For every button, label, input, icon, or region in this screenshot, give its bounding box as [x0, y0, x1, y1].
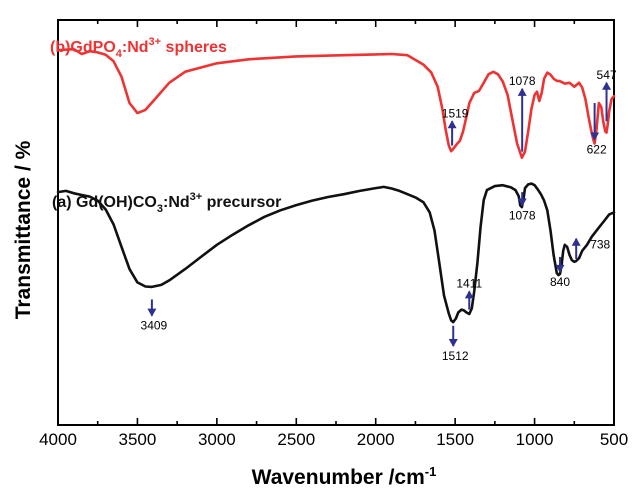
series-line-gdpo4-spheres — [58, 47, 616, 159]
x-tick-label: 3500 — [119, 430, 157, 449]
x-axis-title-text: Wavenumber /cm — [252, 466, 425, 489]
peak-arrow-head — [517, 198, 527, 207]
x-tick-label: 1500 — [436, 430, 474, 449]
x-axis-title-superscript: -1 — [425, 464, 437, 479]
series-label-part: 3+ — [149, 36, 162, 48]
x-tick-label: 1000 — [516, 430, 554, 449]
peak-arrow-head — [147, 308, 157, 317]
peak-arrow-head — [464, 290, 474, 299]
peak-arrow-head — [590, 132, 600, 141]
series-label-part: (a) Gd(OH)CO — [52, 194, 157, 211]
x-tick-label: 4000 — [39, 430, 77, 449]
series-lines — [56, 47, 616, 324]
peak-arrow-head — [602, 81, 612, 90]
series-label-part: :Nd — [163, 194, 190, 211]
y-axis-title: Transmittance / % — [12, 140, 35, 319]
x-axis-title: Wavenumber /cm-1 — [252, 464, 437, 489]
peak-label: 3409 — [141, 319, 168, 333]
peak-label: 738 — [590, 238, 610, 252]
peak-label: 1078 — [509, 74, 536, 88]
series-label-precursor: (a) Gd(OH)CO3:Nd3+ precursor — [52, 191, 281, 215]
series-label-part: (b)GdPO — [50, 39, 116, 56]
peak-arrow-head — [447, 120, 457, 129]
series-label-gdpo4-spheres: (b)GdPO4:Nd3+ spheres — [50, 36, 227, 60]
series-label-part: 3 — [157, 203, 163, 215]
peak-label: 547 — [597, 68, 617, 82]
x-axis-ticks: 4000 3500 3000 2500 2000 1500 1000 500 — [39, 20, 628, 449]
peak-label: 840 — [550, 275, 570, 289]
peak-annotations: 1519 1078 622 547 3409 1512 1411 1078 840 738 — [141, 68, 617, 363]
peak-arrow-head — [448, 339, 458, 348]
peak-label: 1078 — [509, 208, 536, 222]
x-tick-label: 2000 — [357, 430, 395, 449]
series-label-part: precursor — [202, 194, 281, 211]
series-line-precursor — [56, 182, 616, 324]
peak-label: 1411 — [456, 276, 482, 290]
peak-arrow-head — [555, 264, 565, 273]
series-label-part: spheres — [161, 39, 227, 56]
peak-label: 1519 — [442, 106, 469, 120]
x-tick-label: 3000 — [198, 430, 236, 449]
peak-label: 1512 — [442, 349, 469, 363]
x-tick-label: 500 — [600, 430, 628, 449]
series-label-part: 3+ — [190, 191, 203, 203]
series-labels: (b)GdPO4:Nd3+ spheres(a) Gd(OH)CO3:Nd3+ … — [50, 36, 281, 215]
series-label-part: 4 — [116, 48, 123, 60]
series-label-part: :Nd — [122, 39, 149, 56]
x-tick-label: 2500 — [277, 430, 315, 449]
peak-label: 622 — [587, 142, 607, 156]
peak-arrow-head — [517, 87, 527, 96]
peak-arrow-head — [571, 237, 581, 246]
